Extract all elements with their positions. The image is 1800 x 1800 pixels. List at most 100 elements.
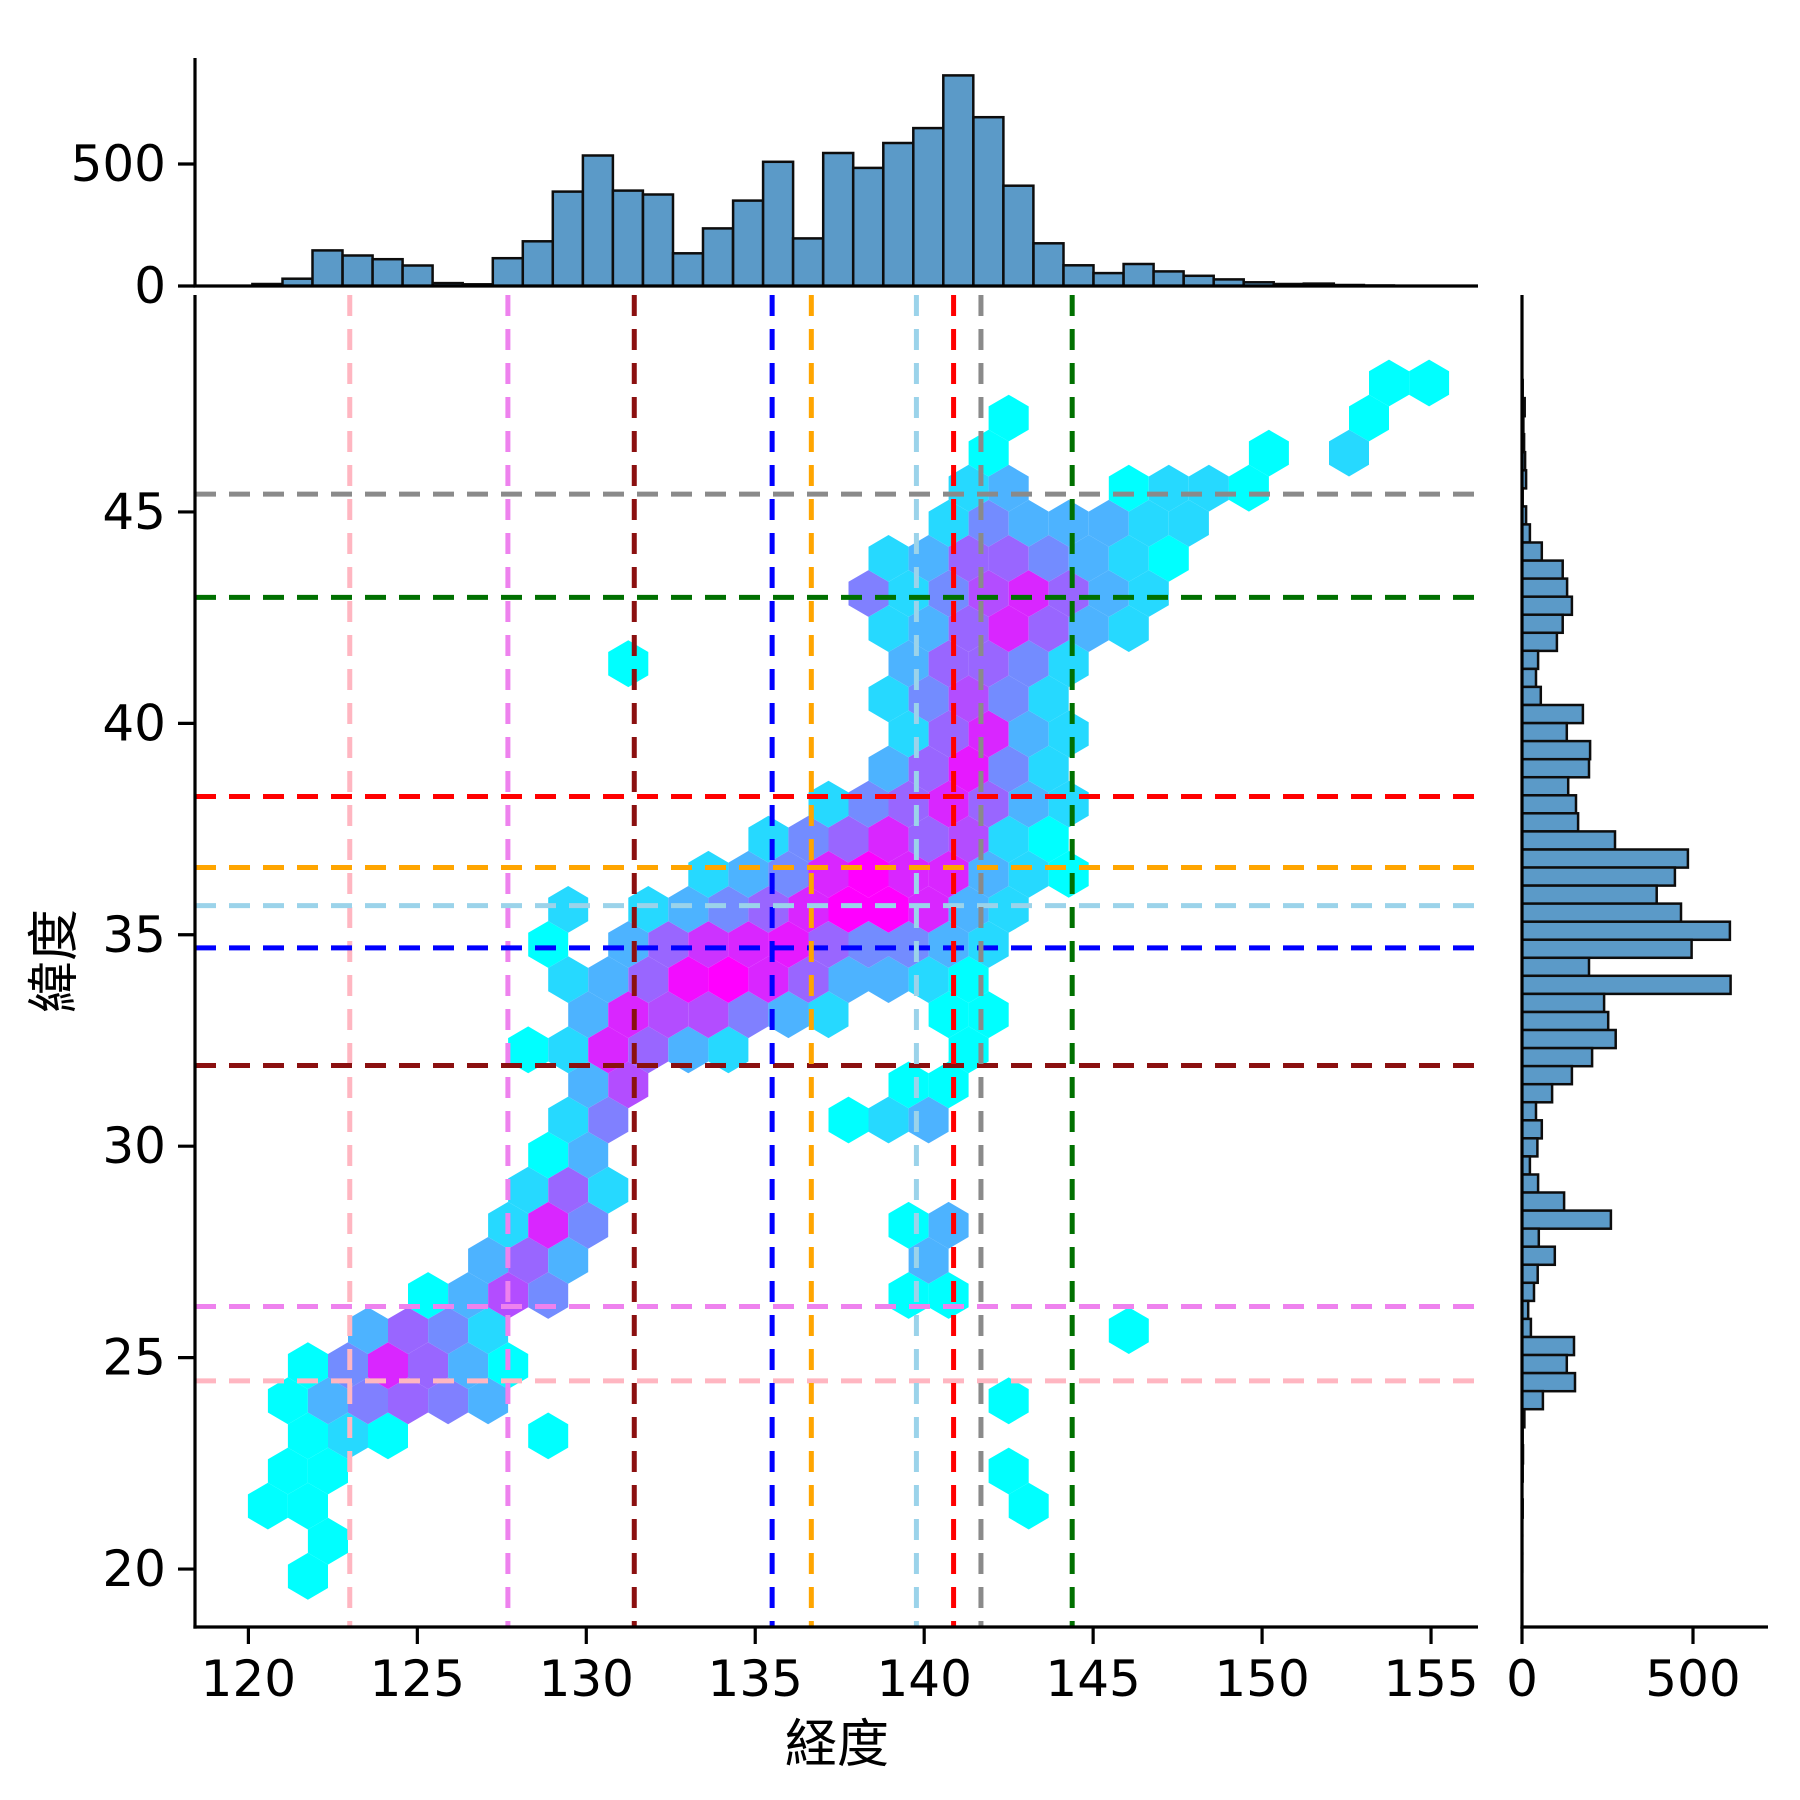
hex-cell [928, 570, 969, 617]
top-hist-y-tick-label: 0 [134, 257, 166, 315]
hex-cell [1248, 429, 1289, 477]
hex-cell [628, 956, 669, 1003]
top-hist-bar [401, 264, 434, 288]
hex-cell [1369, 359, 1410, 407]
hex-cell [608, 991, 649, 1039]
hex-cell [1008, 780, 1049, 828]
hex-cell [528, 1131, 569, 1179]
right-hist-x-tick-label: 0 [1506, 1650, 1538, 1708]
hex-cell [988, 815, 1029, 863]
hexbin-layer [247, 359, 1450, 1600]
right-hist-bar [1520, 757, 1591, 779]
top-hist-bar [731, 199, 765, 288]
right-hist-bar [1520, 1119, 1544, 1140]
right-hist-bar [1520, 1082, 1554, 1104]
hex-cell [1048, 780, 1089, 828]
hex-cell [988, 1377, 1029, 1425]
x-tick-label: 150 [1214, 1650, 1309, 1708]
hex-cell [1409, 359, 1450, 407]
top-marginal-histogram [251, 74, 1396, 288]
right-marginal-histogram [1520, 378, 1732, 1573]
hex-cell [1008, 499, 1049, 547]
hex-cell [548, 1237, 589, 1284]
right-hist-bar [1520, 794, 1578, 815]
top-hist-bar [1002, 184, 1035, 288]
hex-cell [668, 956, 709, 1003]
hex-cell [868, 886, 909, 933]
hex-cell [688, 850, 729, 898]
right-hist-bar [1520, 956, 1591, 978]
hex-cell [368, 1342, 408, 1390]
x-tick-label: 140 [876, 1650, 971, 1708]
right-hist-bar [1520, 848, 1690, 869]
right-hist-bar [1520, 649, 1540, 671]
right-hist-bar [1520, 703, 1585, 725]
hex-cell [568, 1061, 609, 1109]
hex-cell [748, 956, 789, 1003]
top-hist-bar [942, 74, 975, 288]
right-hist-bar [1520, 1100, 1538, 1122]
y-tick-label: 20 [102, 1540, 166, 1598]
y-axis-label: 緯度 [25, 909, 85, 1013]
hex-cell [1168, 499, 1209, 547]
right-hist-bar [1520, 739, 1592, 761]
top-hist-y-tick-label: 500 [71, 135, 166, 193]
top-hist-bar [821, 151, 855, 288]
hex-cell [828, 815, 869, 863]
hex-cell [588, 1096, 629, 1144]
hex-cell [648, 991, 689, 1039]
top-hist-bar [1092, 271, 1125, 288]
right-hist-bar [1520, 1335, 1576, 1357]
hex-cell [728, 850, 769, 898]
hex-cell [287, 1342, 328, 1390]
right-hist-bar [1520, 595, 1574, 617]
right-hist-bar [1520, 1245, 1557, 1267]
hex-cell [468, 1307, 509, 1354]
hex-cell [788, 815, 829, 863]
hex-cell [688, 921, 729, 968]
hex-cell [307, 1447, 348, 1495]
hex-cell [648, 921, 689, 968]
hex-cell [528, 1201, 569, 1249]
top-hist-bar [972, 115, 1005, 288]
top-hist-bar [551, 190, 585, 288]
hex-cell [508, 1237, 549, 1284]
top-hist-bar [491, 256, 525, 288]
hex-cell [928, 780, 969, 828]
hex-cell [868, 1096, 909, 1144]
right-hist-bar [1520, 685, 1543, 707]
y-tick-label: 45 [102, 483, 166, 541]
hex-cell [388, 1307, 429, 1354]
hex-cell [988, 464, 1029, 512]
right-hist-bar [1520, 559, 1564, 580]
right-hist-bar [1520, 1263, 1539, 1285]
hex-cell [548, 1026, 589, 1074]
hex-cell [848, 921, 889, 968]
y-tick-label: 25 [102, 1329, 166, 1387]
hex-cell [868, 675, 909, 723]
hex-cell [1108, 605, 1149, 652]
right-hist-bar [1520, 938, 1693, 960]
hex-cell [508, 1026, 549, 1074]
right-hist-bar [1520, 920, 1732, 942]
hex-cell [528, 921, 569, 968]
hex-cell [708, 1026, 749, 1074]
right-hist-bar [1520, 992, 1606, 1014]
hex-cell [1088, 570, 1129, 617]
x-axis-label: 経度 [785, 1715, 889, 1775]
right-hist-bar [1520, 1281, 1536, 1303]
hex-cell [1148, 535, 1189, 582]
hex-cell [768, 850, 809, 898]
hex-cell [708, 956, 749, 1003]
right-hist-bar [1520, 631, 1559, 653]
hex-cell [1088, 499, 1129, 547]
right-hist-x-tick-label: 500 [1645, 1650, 1740, 1708]
hex-cell [868, 815, 909, 863]
hex-cell [808, 850, 849, 898]
hex-cell [848, 780, 889, 828]
hex-cell [788, 956, 829, 1003]
hex-cell [388, 1377, 429, 1425]
top-hist-bar [671, 252, 705, 288]
top-hist-bar [1032, 242, 1065, 288]
